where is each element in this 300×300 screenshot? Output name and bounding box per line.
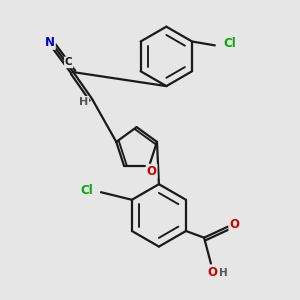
Text: N: N [45, 36, 55, 49]
Text: H: H [219, 268, 228, 278]
Text: O: O [230, 218, 239, 231]
Text: Cl: Cl [80, 184, 93, 197]
Text: O: O [207, 266, 218, 279]
Text: Cl: Cl [223, 38, 236, 50]
Text: C: C [65, 57, 73, 67]
Text: H: H [79, 97, 88, 107]
Text: O: O [147, 165, 157, 178]
